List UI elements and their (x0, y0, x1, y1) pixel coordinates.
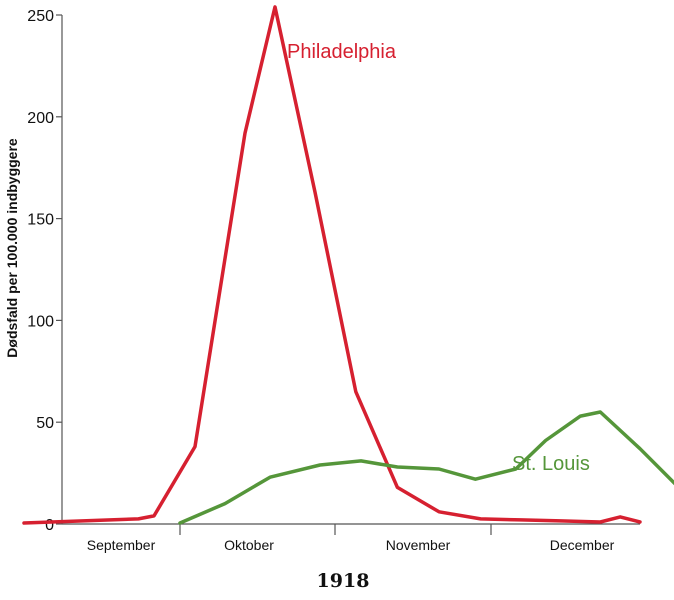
series-line-philadelphia (22, 5, 642, 525)
x-month-label: December (550, 537, 615, 553)
x-month-label: September (87, 537, 156, 553)
axes (61, 15, 640, 525)
y-tick-label: 250 (27, 8, 54, 25)
y-tick-label: 0 (45, 517, 54, 534)
x-axis-label: 1918 (317, 570, 370, 592)
y-axis-label: Dødsfald per 100.000 indbyggere (4, 138, 20, 358)
series-line-st-louis (178, 410, 674, 525)
y-tick-label: 150 (27, 212, 54, 229)
y-tick-label: 50 (36, 415, 54, 432)
y-tick-label: 200 (27, 110, 54, 127)
x-month-label: Oktober (224, 537, 274, 553)
x-month-labels: September Oktober November December (87, 524, 615, 553)
y-tick-label: 100 (27, 313, 54, 330)
series-lines: Philadelphia St. Louis (22, 5, 674, 525)
x-month-label: November (386, 537, 451, 553)
series-label-philadelphia: Philadelphia (287, 41, 397, 63)
series-label-st-louis: St. Louis (512, 453, 590, 475)
y-ticks: 0 50 100 150 200 250 (27, 8, 62, 534)
